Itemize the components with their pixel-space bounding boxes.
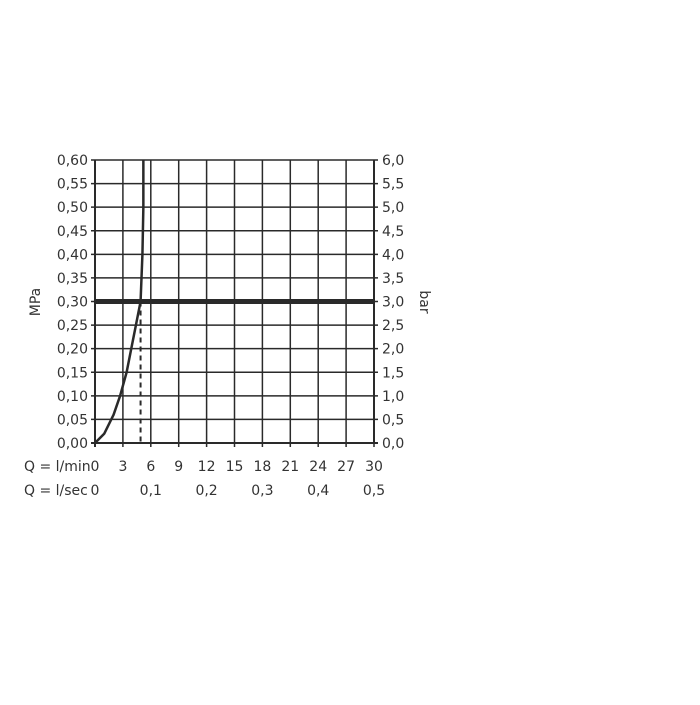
x-tick-label-lmin: 27 <box>337 459 355 475</box>
y-tick-label-left: 0,35 <box>57 271 88 287</box>
x-tick-label-lmin: 30 <box>365 459 383 475</box>
y-tick-label-right: 6,0 <box>382 153 404 169</box>
y-tick-label-right: 4,5 <box>382 224 404 240</box>
y-tick-label-right: 0,5 <box>382 412 404 428</box>
flow-curve <box>94 160 145 444</box>
y-tick-label-left: 0,30 <box>57 295 88 311</box>
y-tick-label-left: 0,50 <box>57 200 88 216</box>
y-tick-label-left: 0,25 <box>57 318 88 334</box>
y-tick-label-right: 5,5 <box>382 177 404 193</box>
y-tick-label-left: 0,20 <box>57 342 88 358</box>
y-tick-label-right: 4,0 <box>382 247 404 263</box>
y-tick-label-right: 1,0 <box>382 389 404 405</box>
y-tick-label-left: 0,40 <box>57 247 88 263</box>
y-tick-label-left: 0,10 <box>57 389 88 405</box>
x-tick-label-lsec: 0,1 <box>140 483 162 499</box>
x-tick-label-lsec: 0,2 <box>195 483 217 499</box>
x-tick-label-lmin: 6 <box>146 459 155 475</box>
x-tick-label-lmin: 21 <box>281 459 299 475</box>
y-tick-label-left: 0,00 <box>57 436 88 452</box>
y-axis-label-right: bar <box>416 290 432 313</box>
x-tick-label-lmin: 15 <box>226 459 244 475</box>
y-tick-label-right: 2,0 <box>382 342 404 358</box>
y-tick-label-right: 3,5 <box>382 271 404 287</box>
x-tick-label-lmin: 24 <box>309 459 327 475</box>
y-axis-label-left: MPa <box>28 288 44 316</box>
y-tick-label-right: 0,0 <box>382 436 404 452</box>
y-tick-label-left: 0,55 <box>57 177 88 193</box>
x-tick-label-lsec: 0 <box>91 483 100 499</box>
y-tick-label-right: 1,5 <box>382 365 404 381</box>
y-tick-label-left: 0,05 <box>57 412 88 428</box>
y-tick-label-left: 0,15 <box>57 365 88 381</box>
x-tick-label-lsec: 0,4 <box>307 483 329 499</box>
x-tick-label-lmin: 0 <box>91 459 100 475</box>
y-tick-label-right: 3,0 <box>382 295 404 311</box>
x-axis-label-lmin: Q = l/min <box>24 459 91 475</box>
x-tick-label-lsec: 0,5 <box>363 483 385 499</box>
x-tick-label-lmin: 9 <box>174 459 183 475</box>
x-tick-label-lsec: 0,3 <box>251 483 273 499</box>
y-tick-label-right: 2,5 <box>382 318 404 334</box>
x-tick-label-lmin: 3 <box>118 459 127 475</box>
x-tick-label-lmin: 18 <box>253 459 271 475</box>
y-tick-label-left: 0,60 <box>57 153 88 169</box>
x-tick-label-lmin: 12 <box>198 459 216 475</box>
y-tick-label-left: 0,45 <box>57 224 88 240</box>
y-tick-label-right: 5,0 <box>382 200 404 216</box>
x-axis-label-lsec: Q = l/sec <box>24 483 88 499</box>
